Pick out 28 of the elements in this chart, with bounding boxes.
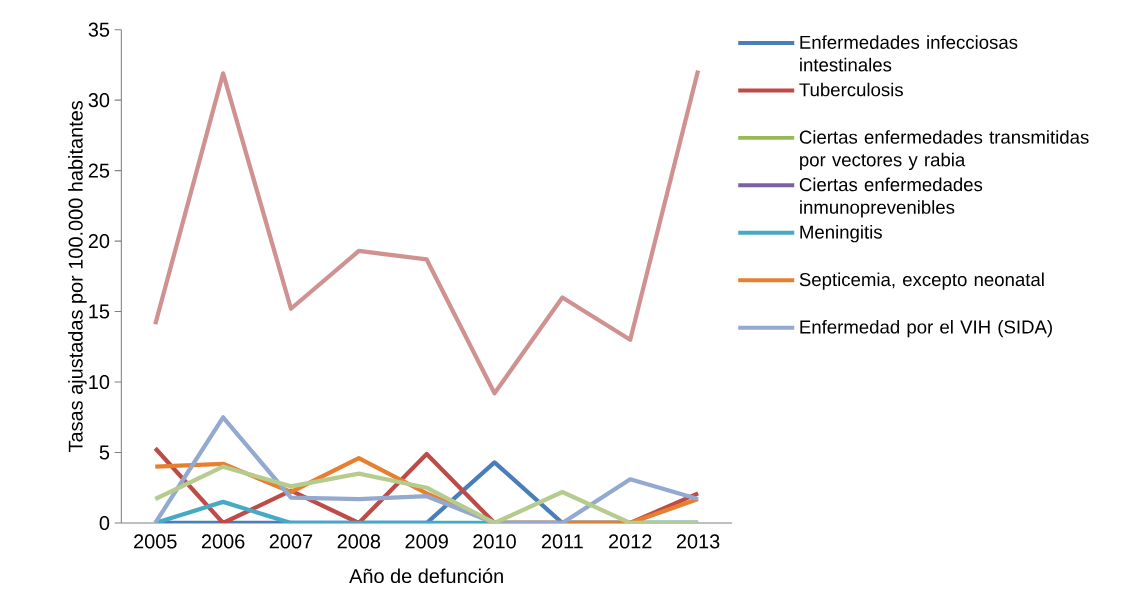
x-tick-label: 2008: [337, 534, 381, 549]
y-tick-label: 25: [88, 163, 110, 178]
x-tick-label: 2012: [609, 534, 652, 549]
legend-label: Septicemia, excepto neonatal: [799, 272, 1044, 290]
y-tick-label: 0: [99, 515, 110, 531]
legend-label: Meningitis: [800, 225, 882, 243]
x-tick-label: 2006: [201, 534, 245, 549]
line-series: [153, 415, 701, 523]
legend-label: Ciertas enfermedades transmitidas por vectores y rabia: [799, 130, 1089, 171]
y-axis-title: Tasas ajustadas por 100.000 habitantes: [68, 101, 87, 453]
x-tick-label: 2005: [134, 534, 177, 549]
legend-label: Tuberculosis: [799, 82, 903, 97]
y-tick-label: 20: [88, 234, 110, 249]
x-tick-label: 2009: [405, 534, 448, 549]
legend-label: Enfermedad por el VIH (SIDA): [800, 319, 1052, 338]
x-tick-label: 2010: [473, 534, 516, 549]
legend-label: Ciertas enfermedades inmunoprevenibles: [799, 177, 983, 218]
y-tick-label: 5: [99, 445, 110, 460]
x-axis-title: Año de defunción: [349, 568, 503, 584]
x-tick-label: 2007: [269, 534, 313, 549]
y-tick-label: 15: [89, 304, 110, 319]
x-tick-label: 2013: [676, 534, 720, 549]
y-tick-label: 30: [88, 93, 110, 108]
x-tick-label: 2011: [541, 534, 583, 549]
legend-label: Enfermedades infecciosas intestinales: [800, 35, 1018, 72]
line-series: [153, 68, 701, 396]
y-tick-label: 10: [89, 374, 110, 390]
y-tick-label: 35: [88, 22, 110, 37]
